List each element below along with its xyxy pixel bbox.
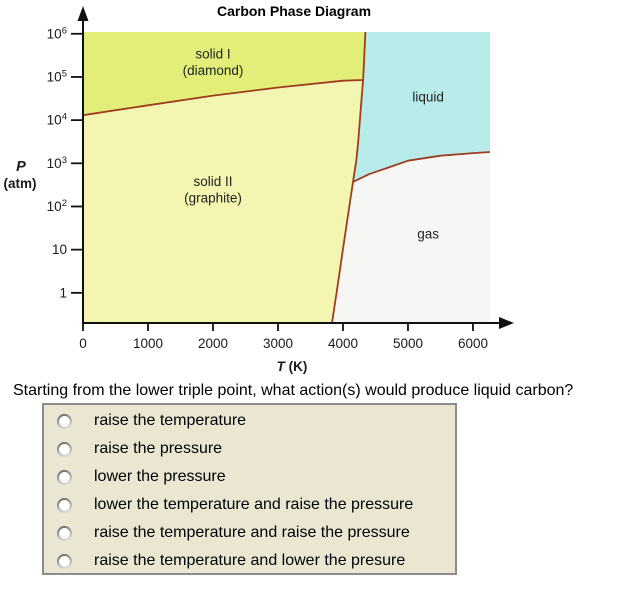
option-label-2[interactable]: raise the pressure	[94, 440, 223, 457]
option-row-2[interactable]: raise the pressure	[44, 435, 455, 463]
region-label-solid1: solid I (diamond)	[183, 46, 244, 77]
boundary-melting-line	[352, 31, 367, 183]
x-tick-label: 1000	[133, 336, 163, 351]
y-tick-label: 102	[47, 198, 67, 214]
option-label-3[interactable]: lower the pressure	[94, 468, 226, 485]
y-axis-label: P	[16, 159, 26, 175]
option-row-4[interactable]: lower the temperature and raise the pres…	[44, 491, 455, 519]
options-box: raise the temperature raise the pressure l…	[42, 403, 457, 575]
x-axis-label: T (K)	[277, 359, 308, 374]
boundary-vaporization-line	[352, 151, 491, 183]
y-tick-label: 10	[52, 242, 67, 257]
region-solid2-graphite	[83, 80, 364, 323]
radio-option-6[interactable]	[57, 553, 72, 569]
option-label-6[interactable]: raise the temperature and lower the pres…	[94, 552, 406, 569]
x-tick-label: 4000	[328, 336, 358, 351]
chart-title: Carbon Phase Diagram	[217, 3, 371, 19]
radio-option-3[interactable]	[57, 469, 72, 485]
radio-option-4[interactable]	[57, 497, 72, 513]
option-row-5[interactable]: raise the temperature and raise the pres…	[44, 519, 455, 547]
radio-option-2[interactable]	[57, 441, 72, 457]
radio-option-5[interactable]	[57, 525, 72, 541]
option-label-4[interactable]: lower the temperature and raise the pres…	[94, 496, 414, 513]
region-label-liquid: liquid	[412, 90, 444, 105]
boundary-sublimation-line	[331, 181, 354, 324]
option-row-3[interactable]: lower the pressure	[44, 463, 455, 491]
x-tick-label: 3000	[263, 336, 293, 351]
boundary-solid1-solid2	[82, 79, 364, 117]
phase-diagram-figure: 106 105 104 103 102 10 1 0 1000 2000 3000 4000 5000 6…	[4, 3, 514, 374]
radio-option-1[interactable]	[57, 413, 72, 429]
y-axis-arrow-icon	[77, 6, 89, 21]
region-solid1-diamond	[83, 32, 366, 116]
y-tick-label: 106	[47, 25, 67, 41]
option-label-1[interactable]: raise the temperature	[94, 412, 247, 429]
x-axis-arrow-icon	[499, 317, 514, 329]
region-label-gas: gas	[417, 227, 439, 242]
x-tick-label: 2000	[198, 336, 228, 351]
region-label-solid2: solid II (graphite)	[184, 174, 242, 206]
y-tick-label: 104	[47, 112, 67, 128]
y-tick-label: 105	[47, 68, 67, 84]
x-tick-label: 5000	[393, 336, 423, 351]
y-tick-label: 103	[47, 155, 67, 171]
option-row-6[interactable]: raise the temperature and lower the pres…	[44, 547, 455, 575]
option-row-1[interactable]: raise the temperature	[44, 407, 455, 435]
y-axis-unit-label: (atm)	[4, 176, 37, 191]
x-tick-label: 0	[79, 336, 87, 351]
question-text: Starting from the lower triple point, wh…	[13, 382, 574, 399]
x-tick-label: 6000	[458, 336, 488, 351]
option-label-5[interactable]: raise the temperature and raise the pres…	[94, 524, 410, 541]
y-tick-label: 1	[59, 285, 67, 300]
region-liquid	[353, 32, 490, 182]
